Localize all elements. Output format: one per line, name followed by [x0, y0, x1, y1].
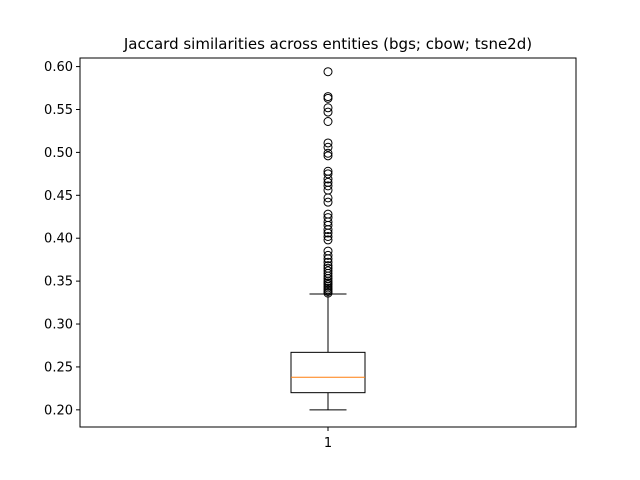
- x-tick-label: 1: [324, 436, 332, 451]
- y-tick-label: 0.20: [44, 403, 73, 418]
- axes-frame: [79, 57, 577, 428]
- y-tick-label: 0.60: [44, 60, 73, 75]
- outlier-point: [323, 231, 333, 241]
- outlier-point: [323, 103, 333, 113]
- outlier-point: [323, 235, 333, 245]
- x-axis: 1: [324, 427, 332, 451]
- outlier-point: [323, 142, 333, 152]
- outlier-point: [323, 261, 333, 271]
- outlier-point: [323, 266, 333, 276]
- outlier-point: [323, 209, 333, 219]
- outlier-point: [323, 151, 333, 161]
- chart-title: Jaccard similarities across entities (bg…: [123, 35, 532, 53]
- outlier-point: [323, 177, 333, 187]
- outlier-point: [323, 169, 333, 179]
- outlier-point: [323, 117, 333, 127]
- outlier-point: [323, 107, 333, 117]
- outlier-point: [323, 92, 333, 102]
- outlier-point: [323, 67, 333, 77]
- y-axis: 0.20 0.25 0.30 0.35 0.40 0.45 0.50 0.55 0.60: [44, 60, 80, 418]
- iqr-box: [290, 351, 366, 394]
- y-tick-label: 0.50: [44, 146, 73, 161]
- outlier-point: [323, 181, 333, 191]
- outlier-point: [323, 93, 333, 103]
- plot-area: [290, 67, 366, 411]
- outlier-point: [323, 257, 333, 267]
- y-tick-label: 0.55: [44, 103, 73, 118]
- outlier-point: [323, 197, 333, 207]
- outlier-point: [323, 263, 333, 273]
- outlier-point: [323, 246, 333, 256]
- y-tick-label: 0.25: [44, 360, 73, 375]
- y-tick-label: 0.45: [44, 189, 73, 204]
- y-tick-label: 0.35: [44, 275, 73, 290]
- outlier-point: [323, 138, 333, 148]
- outlier-point: [323, 250, 333, 260]
- y-tick-label: 0.30: [44, 318, 73, 333]
- y-tick-label: 0.40: [44, 232, 73, 247]
- outlier-point: [323, 148, 333, 158]
- outlier-point: [323, 166, 333, 176]
- outlier-point: [323, 213, 333, 223]
